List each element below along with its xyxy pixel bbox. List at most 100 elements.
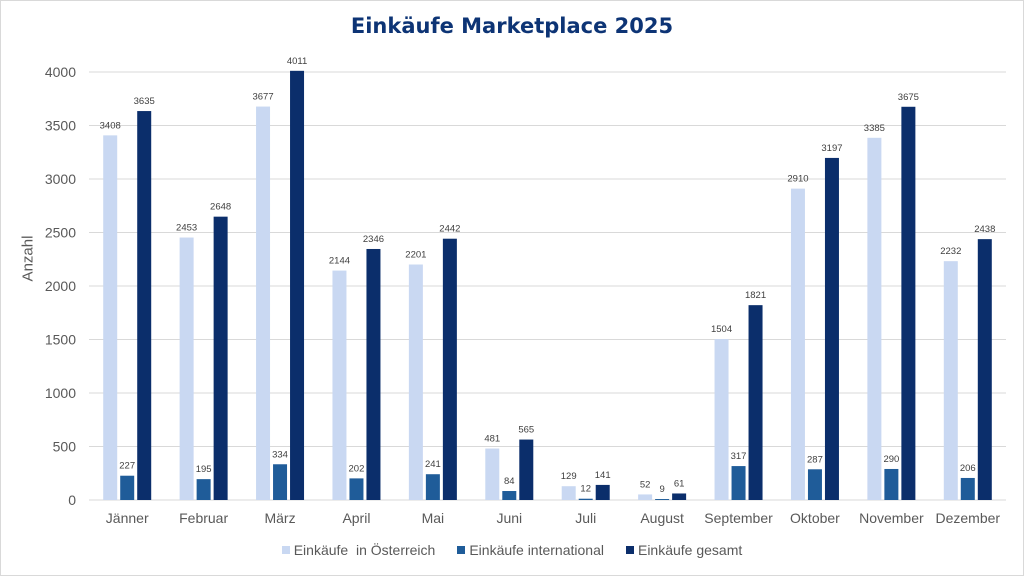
data-label: 3408 (100, 120, 121, 131)
legend-swatch (457, 546, 466, 554)
data-label: 1821 (745, 290, 766, 301)
bar (366, 248, 381, 500)
bar (672, 493, 687, 500)
bar (977, 239, 992, 500)
legend-item: Einkäufe international (457, 542, 604, 558)
data-label: 3675 (898, 92, 919, 103)
data-label: 2442 (439, 224, 460, 235)
data-label: 84 (504, 476, 515, 487)
x-tick-label: September (704, 510, 773, 526)
data-label: 2232 (940, 246, 961, 257)
x-tick-label: Dezember (935, 510, 1000, 526)
data-label: 4011 (287, 56, 307, 67)
data-label: 481 (484, 434, 500, 445)
data-label: 61 (674, 478, 685, 489)
x-tick-label: März (264, 510, 295, 526)
legend-swatch (281, 546, 290, 554)
legend-item: Einkäufe in Österreich (281, 542, 436, 558)
chart-title: Einkäufe Marketplace 2025 (350, 14, 674, 38)
bar (638, 494, 653, 500)
data-label: 565 (518, 425, 534, 436)
bar (425, 474, 440, 500)
data-label: 141 (595, 470, 611, 481)
y-tick-label: 2500 (45, 225, 76, 241)
bar (273, 464, 288, 500)
bar (196, 479, 211, 500)
bar (561, 486, 576, 500)
data-label: 129 (561, 471, 577, 482)
y-tick-label: 1000 (45, 385, 76, 401)
legend-item: Einkäufe gesamt (625, 542, 742, 558)
data-label: 52 (640, 479, 651, 490)
bar (960, 477, 975, 500)
bar (867, 137, 882, 500)
bar (442, 238, 457, 500)
data-label: 2910 (787, 174, 808, 185)
data-label: 3677 (252, 92, 273, 103)
bar (519, 439, 534, 500)
data-label: 1504 (711, 324, 732, 335)
bar (290, 70, 305, 500)
x-tick-label: Mai (422, 510, 445, 526)
data-label: 227 (119, 461, 135, 472)
data-label: 9 (659, 484, 664, 495)
bar (790, 188, 805, 500)
y-tick-label: 2000 (45, 278, 76, 294)
data-label: 3197 (821, 143, 842, 154)
data-label: 206 (960, 463, 976, 474)
x-tick-label: Jänner (106, 510, 149, 526)
data-label: 3635 (134, 96, 155, 107)
x-tick-label: November (859, 510, 924, 526)
data-label: 2648 (210, 202, 231, 213)
x-tick-label: Februar (179, 510, 228, 526)
data-label: 287 (807, 454, 823, 465)
bar (714, 339, 729, 500)
legend: Einkäufe in Österreich Einkäufe internati… (0, 542, 1024, 558)
bar (103, 135, 118, 500)
data-label: 195 (196, 464, 212, 475)
bar (137, 111, 152, 501)
y-tick-label: 0 (68, 492, 76, 508)
bar (655, 499, 670, 500)
y-tick-label: 3500 (45, 118, 76, 134)
x-tick-label: April (342, 510, 370, 526)
data-label: 2453 (176, 223, 197, 234)
y-tick-label: 1500 (45, 332, 76, 348)
bar (408, 264, 423, 500)
x-tick-label: Juni (496, 510, 522, 526)
data-label: 12 (580, 484, 591, 495)
x-tick-label: August (640, 510, 684, 526)
y-tick-label: 4000 (45, 64, 76, 80)
y-tick-label: 3000 (45, 171, 76, 187)
data-label: 2438 (974, 224, 995, 235)
bar (213, 216, 228, 500)
bar (179, 237, 194, 501)
data-label: 317 (731, 451, 747, 462)
bar (349, 478, 364, 500)
data-label: 3385 (864, 123, 885, 134)
bar (731, 466, 746, 500)
x-tick-label: Oktober (790, 510, 840, 526)
bar (120, 475, 135, 500)
data-label: 2144 (329, 256, 350, 267)
legend-label: Einkäufe international (469, 542, 604, 558)
bar (502, 491, 517, 500)
bar (332, 270, 347, 500)
data-label: 334 (272, 449, 288, 460)
data-label: 241 (425, 459, 441, 470)
bar (807, 469, 822, 500)
data-label: 202 (349, 463, 365, 474)
bar (485, 448, 500, 500)
bar (901, 106, 916, 501)
data-label: 290 (883, 454, 899, 465)
y-tick-label: 500 (53, 439, 77, 455)
data-label: 2346 (363, 234, 384, 245)
x-tick-label: Juli (575, 510, 596, 526)
bar (884, 468, 899, 500)
legend-swatch (625, 546, 634, 554)
bar (595, 484, 610, 500)
bar (943, 261, 958, 500)
data-label: 2201 (405, 249, 426, 260)
legend-label: Einkäufe in Österreich (293, 542, 436, 558)
